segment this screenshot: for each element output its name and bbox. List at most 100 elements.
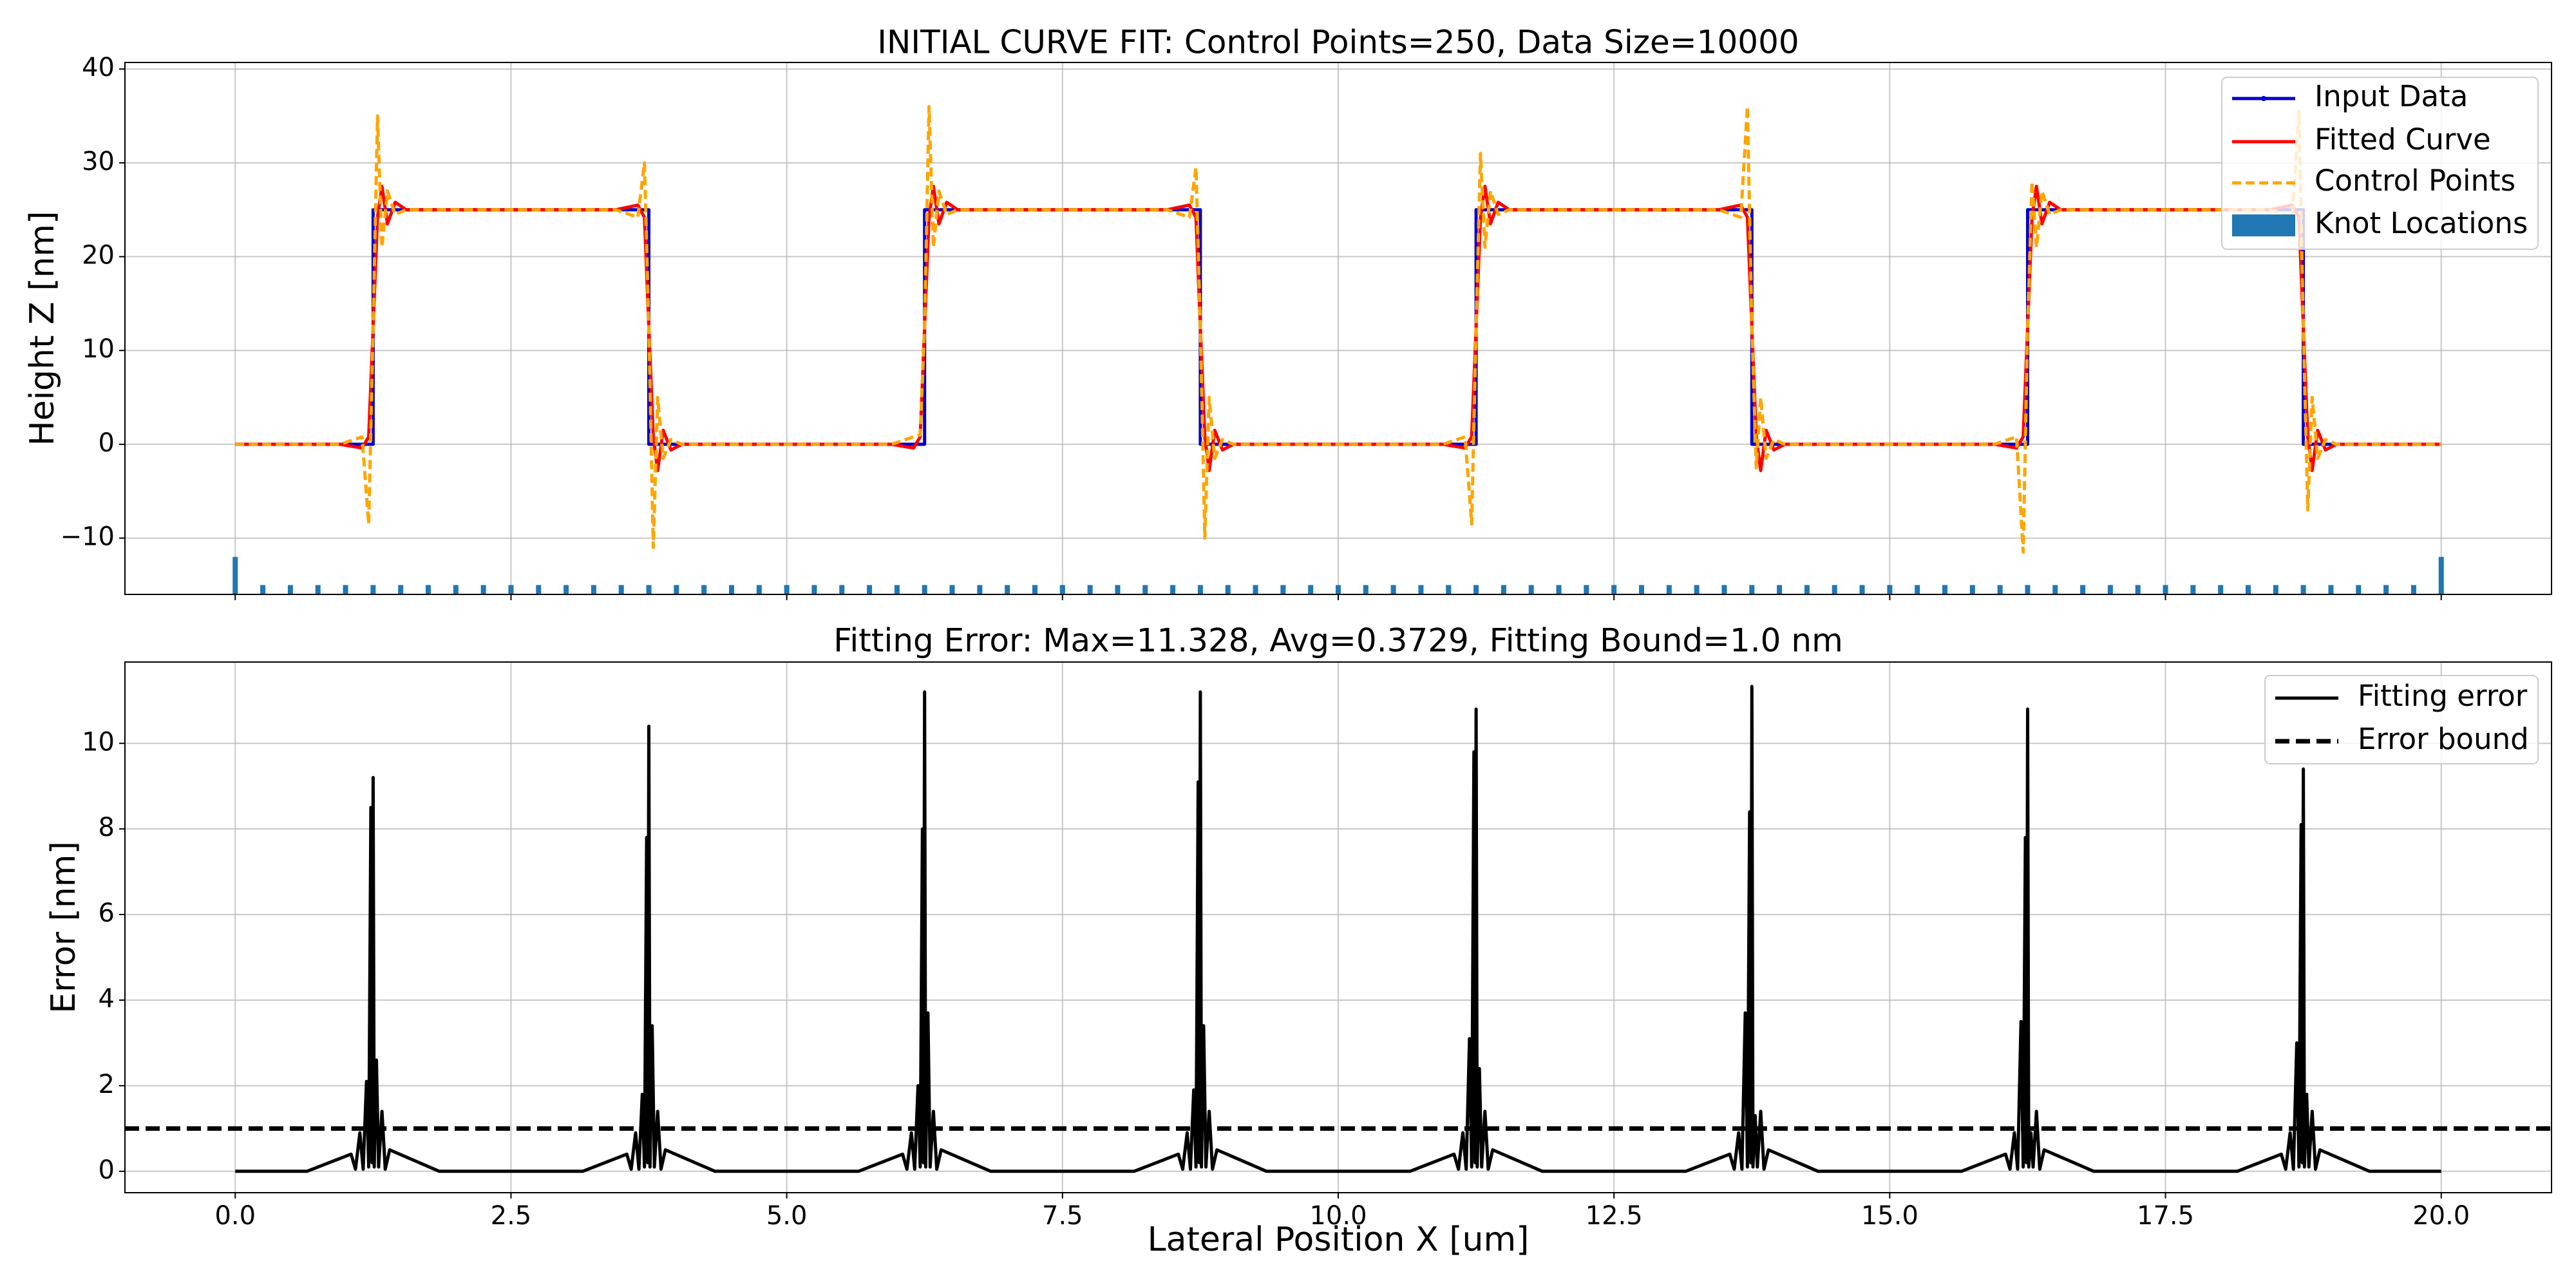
knot-bar	[2246, 585, 2251, 594]
x-tick-label: 2.5	[491, 1201, 532, 1231]
knot-bar	[1087, 585, 1093, 594]
y-tick-label: 10	[82, 727, 115, 757]
knot-bar	[1390, 585, 1396, 594]
knot-bar	[1501, 585, 1506, 594]
knot-bar	[2135, 585, 2141, 594]
knot-bar	[370, 585, 376, 594]
knot-bar	[674, 585, 679, 594]
x-tick-label: 20.0	[2412, 1201, 2470, 1231]
knot-bar	[1777, 585, 1783, 594]
x-tick-label: 15.0	[1861, 1201, 1918, 1231]
knot-bar	[2300, 585, 2306, 594]
legend-marker	[2261, 96, 2266, 101]
knot-bar	[867, 585, 873, 594]
knot-bar	[646, 585, 652, 594]
series-line	[235, 685, 2441, 1173]
knot-bar	[2190, 585, 2196, 594]
chart-title: Fitting Error: Max=11.328, Avg=0.3729, F…	[833, 622, 1843, 659]
knot-bar	[1666, 585, 1672, 594]
y-tick-label: 10	[82, 334, 115, 364]
knot-bar	[1528, 585, 1534, 594]
knot-bar	[2410, 585, 2416, 594]
y-tick-label: 20	[82, 241, 115, 270]
x-axis-label: Lateral Position X [um]	[1148, 1220, 1530, 1259]
knot-bar	[2356, 585, 2362, 594]
x-tick-label: 7.5	[1042, 1201, 1083, 1231]
knot-bar	[1887, 585, 1893, 594]
x-tick-label: 10.0	[1309, 1201, 1367, 1231]
knot-bar	[426, 585, 431, 594]
legend-box	[2221, 77, 2539, 250]
knot-bar	[1694, 585, 1700, 594]
knot-bar	[618, 585, 624, 594]
knot-bar	[508, 585, 514, 594]
knot-bar	[1170, 585, 1176, 594]
knot-bar	[1308, 585, 1314, 594]
knot-bar	[1418, 585, 1424, 594]
legend-label: Fitting error	[2358, 679, 2528, 713]
legend-swatch	[2232, 214, 2295, 236]
legend-label: Input Data	[2315, 79, 2468, 113]
legend-label: Control Points	[2315, 164, 2515, 198]
knot-bar	[1446, 585, 1452, 594]
y-tick-label: 30	[82, 147, 115, 176]
y-tick-label: 40	[82, 53, 115, 82]
knot-bar	[1336, 585, 1341, 594]
y-tick-label: 8	[99, 813, 115, 842]
knot-bar	[2383, 585, 2389, 594]
knot-bar	[1639, 585, 1644, 594]
knot-bar	[2273, 585, 2278, 594]
knot-bar	[398, 585, 404, 594]
knot-bar	[1059, 585, 1065, 594]
knot-bar	[2025, 585, 2031, 594]
series-line	[235, 105, 2441, 554]
y-tick-label: 4	[99, 984, 115, 1014]
knot-bar	[784, 585, 790, 594]
knot-bar	[949, 585, 955, 594]
y-tick-label: 0	[99, 1155, 115, 1185]
knot-bar	[1832, 585, 1837, 594]
knot-bar	[343, 585, 348, 594]
knot-bar	[977, 585, 983, 594]
knot-bar	[756, 585, 762, 594]
knot-bar	[2218, 585, 2224, 594]
x-tick-label: 12.5	[1586, 1201, 1643, 1231]
knot-bar	[1556, 585, 1562, 594]
knot-bar	[453, 585, 459, 594]
x-tick-label: 5.0	[766, 1201, 808, 1231]
knot-bar	[232, 556, 238, 594]
knot-bar	[2438, 556, 2444, 594]
knot-bar	[315, 585, 321, 594]
y-tick-label: 2	[99, 1070, 115, 1099]
knot-bar	[839, 585, 845, 594]
knot-bar	[1197, 585, 1203, 594]
axes-frame	[124, 62, 2552, 595]
knot-bar	[2163, 585, 2168, 594]
chart-title: INITIAL CURVE FIT: Control Points=250, D…	[877, 24, 1799, 61]
knot-bar	[591, 585, 596, 594]
knot-bar	[922, 585, 927, 594]
knot-bar	[260, 585, 266, 594]
legend-label: Error bound	[2358, 722, 2529, 756]
knot-bar	[2080, 585, 2086, 594]
knot-bar	[729, 585, 734, 594]
knot-bar	[2328, 585, 2334, 594]
legend-label: Knot Locations	[2315, 206, 2528, 240]
knot-bar	[536, 585, 542, 594]
knot-bar	[1225, 585, 1231, 594]
axes-frame	[124, 661, 2552, 1193]
x-tick-label: 0.0	[214, 1201, 256, 1231]
knot-bar	[1115, 585, 1121, 594]
knot-bar	[1859, 585, 1865, 594]
knot-bar	[1997, 585, 2003, 594]
knot-bar	[1584, 585, 1589, 594]
knot-bar	[1253, 585, 1258, 594]
knot-bar	[480, 585, 486, 594]
knot-bar	[1363, 585, 1368, 594]
y-axis-label: Error [nm]	[44, 841, 83, 1013]
knot-bar	[287, 585, 293, 594]
knot-bar	[1915, 585, 1920, 594]
knot-bar	[2052, 585, 2058, 594]
